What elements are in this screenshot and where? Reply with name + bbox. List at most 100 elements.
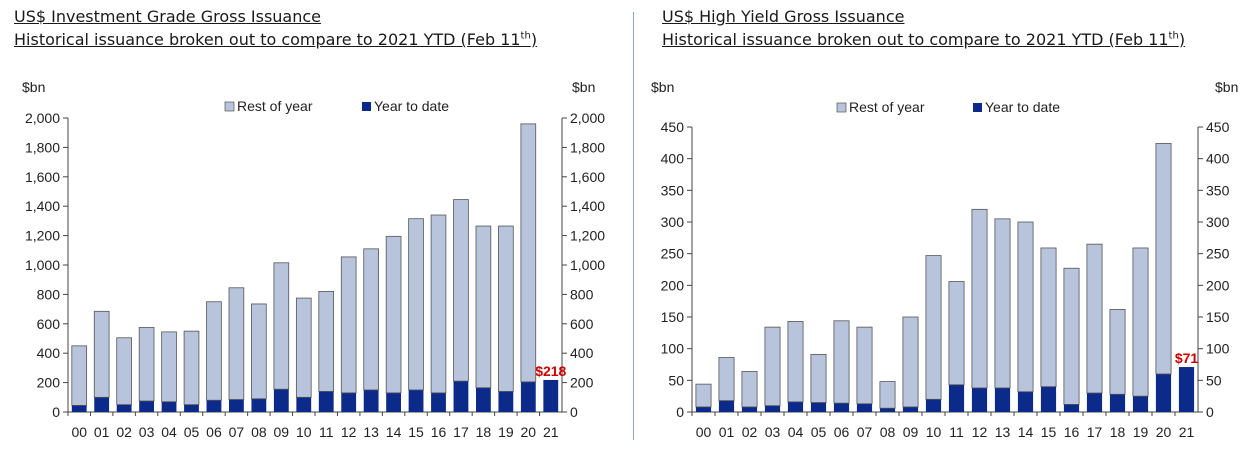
ig-xtick-label-00: 00: [71, 424, 87, 440]
ig-bar-ytd-10: [296, 397, 312, 412]
ig-xtick-label-21: 21: [543, 424, 559, 440]
hy-bar-ytd-01: [718, 400, 735, 412]
ig-ytick-label-left: 2,000: [25, 110, 60, 126]
ig-xtick-label-08: 08: [251, 424, 267, 440]
ig-bar-ytd-09: [273, 389, 289, 412]
hy-bar-rest-19: [1132, 247, 1149, 397]
hy-ytick-label-left: 350: [661, 182, 685, 198]
hy-ytick-label-left: 50: [668, 372, 684, 388]
hy-bar-ytd-05: [810, 402, 827, 412]
hy-bar-rest-07: [856, 326, 873, 405]
ig-ytick-label-left: 600: [37, 316, 61, 332]
ig-annotation-label: $218: [535, 363, 566, 379]
hy-bar-ytd-15: [1040, 386, 1057, 412]
hy-ytick-label-right: 150: [1206, 309, 1230, 325]
hy-xtick-label-21: 21: [1179, 424, 1195, 440]
hy-bar-rest-12: [971, 208, 988, 389]
hy-chart-title: US$ High Yield Gross Issuance: [662, 7, 905, 26]
hy-xtick-label-14: 14: [1018, 424, 1034, 440]
hy-bar-ytd-16: [1063, 404, 1080, 412]
ig-bar-rest-04: [161, 331, 177, 403]
hy-title-block: US$ High Yield Gross Issuance Historical…: [662, 5, 1185, 51]
ig-ytick-label-left: 1,000: [25, 257, 60, 273]
hy-ytick-label-left: 150: [661, 309, 685, 325]
ig-bar-rest-15: [408, 218, 424, 391]
ig-subtitle-text: Historical issuance broken out to compar…: [14, 30, 521, 49]
ig-xtick-label-14: 14: [386, 424, 402, 440]
hy-bar-ytd-04: [787, 401, 804, 412]
hy-bar-rest-20: [1155, 143, 1172, 375]
ig-chart-panel: US$ Investment Grade Gross Issuance Hist…: [0, 0, 620, 452]
ig-bar-ytd-11: [318, 391, 334, 412]
ig-legend-label-rest: Rest of year: [237, 98, 313, 114]
ig-bar-rest-18: [475, 225, 492, 389]
ig-xtick-label-04: 04: [161, 424, 177, 440]
ig-bar-ytd-08: [251, 398, 267, 412]
ig-ytick-label-right: 0: [570, 404, 578, 420]
ig-bar-ytd-06: [206, 400, 222, 412]
ig-bar-rest-00: [71, 345, 88, 406]
hy-xtick-label-00: 00: [696, 424, 712, 440]
hy-ytick-label-right: 100: [1206, 341, 1230, 357]
hy-bar-ytd-06: [833, 403, 850, 412]
ig-bar-rest-17: [453, 199, 469, 382]
hy-bar-ytd-12: [971, 387, 988, 412]
hy-xtick-label-01: 01: [719, 424, 735, 440]
hy-xtick-label-11: 11: [949, 424, 964, 440]
hy-xtick-label-09: 09: [903, 424, 919, 440]
hy-subtitle-text: Historical issuance broken out to compar…: [662, 30, 1169, 49]
hy-bar-rest-13: [994, 218, 1011, 389]
ig-bar-ytd-01: [94, 397, 110, 412]
hy-bar-rest-06: [833, 320, 850, 404]
ig-ytick-label-right: 1,200: [570, 228, 605, 244]
hy-bar-rest-03: [764, 326, 781, 407]
hy-xtick-label-06: 06: [834, 424, 850, 440]
hy-ytick-label-left: 450: [661, 119, 685, 135]
hy-bar-rest-10: [925, 255, 942, 400]
ig-bar-rest-01: [93, 310, 110, 398]
ig-ytick-label-left: 400: [37, 345, 61, 361]
hy-bar-ytd-18: [1109, 394, 1126, 412]
ig-ytick-label-right: 800: [570, 286, 594, 302]
ig-bar-rest-20: [520, 123, 537, 383]
ig-xtick-label-19: 19: [498, 424, 514, 440]
hy-xtick-label-19: 19: [1133, 424, 1149, 440]
ig-ytick-label-left: 0: [52, 404, 60, 420]
hy-ylabel-right: $bn: [1215, 79, 1238, 95]
hy-legend-swatch-rest: [836, 102, 847, 113]
hy-ytick-label-right: 50: [1206, 372, 1222, 388]
ig-bar-rest-07: [228, 287, 245, 400]
ig-bar-rest-03: [138, 327, 155, 402]
ig-ytick-label-right: 1,600: [570, 169, 605, 185]
hy-annotation-label: $71: [1175, 350, 1199, 366]
ig-legend-label-ytd: Year to date: [374, 98, 449, 114]
hy-xtick-label-04: 04: [788, 424, 804, 440]
ig-bar-ytd-12: [341, 392, 357, 412]
hy-ytick-label-right: 350: [1206, 182, 1230, 198]
hy-bar-ytd-02: [741, 406, 758, 412]
ig-bar-ytd-21: [543, 379, 559, 412]
hy-xtick-label-03: 03: [765, 424, 781, 440]
hy-ylabel-left: $bn: [651, 79, 674, 95]
ig-bar-rest-13: [363, 248, 379, 391]
ig-chart-subtitle: Historical issuance broken out to compar…: [14, 28, 537, 51]
hy-bar-rest-16: [1063, 267, 1080, 405]
ig-ytick-label-left: 1,200: [25, 228, 60, 244]
hy-xtick-label-08: 08: [880, 424, 896, 440]
hy-bar-rest-00: [695, 383, 712, 408]
hy-bar-rest-04: [787, 321, 804, 403]
ig-xtick-label-02: 02: [116, 424, 132, 440]
ig-bar-rest-19: [498, 225, 514, 392]
ig-bar-rest-10: [295, 297, 312, 398]
hy-bar-ytd-13: [994, 387, 1011, 412]
ig-ytick-label-left: 800: [37, 286, 61, 302]
ig-bar-ytd-00: [71, 405, 87, 412]
hy-xtick-label-07: 07: [857, 424, 873, 440]
hy-bar-rest-02: [741, 371, 758, 408]
ig-ytick-label-right: 600: [570, 316, 594, 332]
ig-legend-swatch-ytd: [362, 102, 371, 111]
ig-xtick-label-20: 20: [521, 424, 537, 440]
hy-bar-rest-15: [1040, 247, 1057, 388]
hy-xtick-label-15: 15: [1041, 424, 1057, 440]
